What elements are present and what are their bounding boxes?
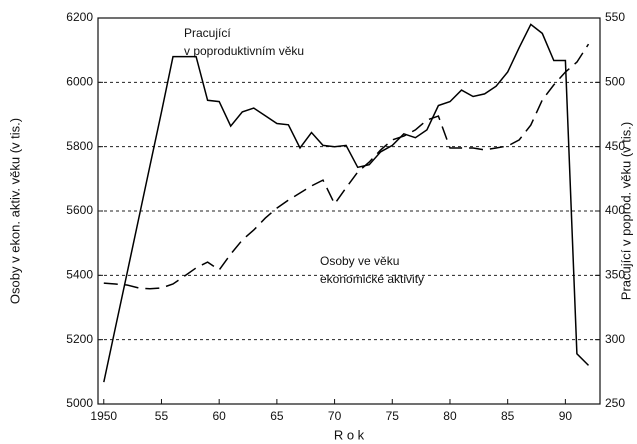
y2-tick-label: 300 bbox=[605, 332, 625, 346]
y2-tick-label: 400 bbox=[605, 203, 625, 217]
y2-axis-label: Pracující v poprod. věku (v tis.) bbox=[618, 122, 633, 300]
series-line bbox=[103, 43, 590, 290]
y2-tick-label: 350 bbox=[605, 268, 625, 282]
x-tick-label: 55 bbox=[155, 409, 169, 423]
y-tick-label: 5800 bbox=[66, 139, 93, 153]
x-tick-label: 75 bbox=[386, 409, 400, 423]
annotation: Pracující bbox=[184, 26, 231, 40]
x-tick-label: 80 bbox=[443, 409, 457, 423]
x-tick-label: 60 bbox=[212, 409, 226, 423]
y2-tick-label: 450 bbox=[605, 139, 625, 153]
x-tick-label: 85 bbox=[501, 409, 515, 423]
x-tick-label: 90 bbox=[559, 409, 573, 423]
y-tick-label: 6000 bbox=[66, 75, 93, 89]
x-tick-label: 1950 bbox=[90, 409, 117, 423]
series-line bbox=[103, 23, 590, 383]
y-tick-label: 5200 bbox=[66, 332, 93, 346]
annotation: v poproduktivním věku bbox=[184, 44, 304, 58]
y-tick-label: 6200 bbox=[66, 10, 93, 24]
x-axis-label: R o k bbox=[334, 427, 365, 442]
y-tick-label: 5400 bbox=[66, 268, 93, 282]
y-tick-label: 5000 bbox=[66, 396, 93, 410]
annotation: ekonomické aktivity bbox=[320, 272, 424, 286]
y2-tick-label: 250 bbox=[605, 396, 625, 410]
y-tick-label: 5600 bbox=[66, 203, 93, 217]
y2-tick-label: 500 bbox=[605, 75, 625, 89]
x-tick-label: 65 bbox=[270, 409, 284, 423]
y2-tick-label: 550 bbox=[605, 10, 625, 24]
y-axis-label: Osoby v ekon. aktiv. věku (v tis.) bbox=[7, 118, 22, 304]
annotation: Osoby ve věku bbox=[320, 254, 399, 268]
x-tick-label: 70 bbox=[328, 409, 342, 423]
